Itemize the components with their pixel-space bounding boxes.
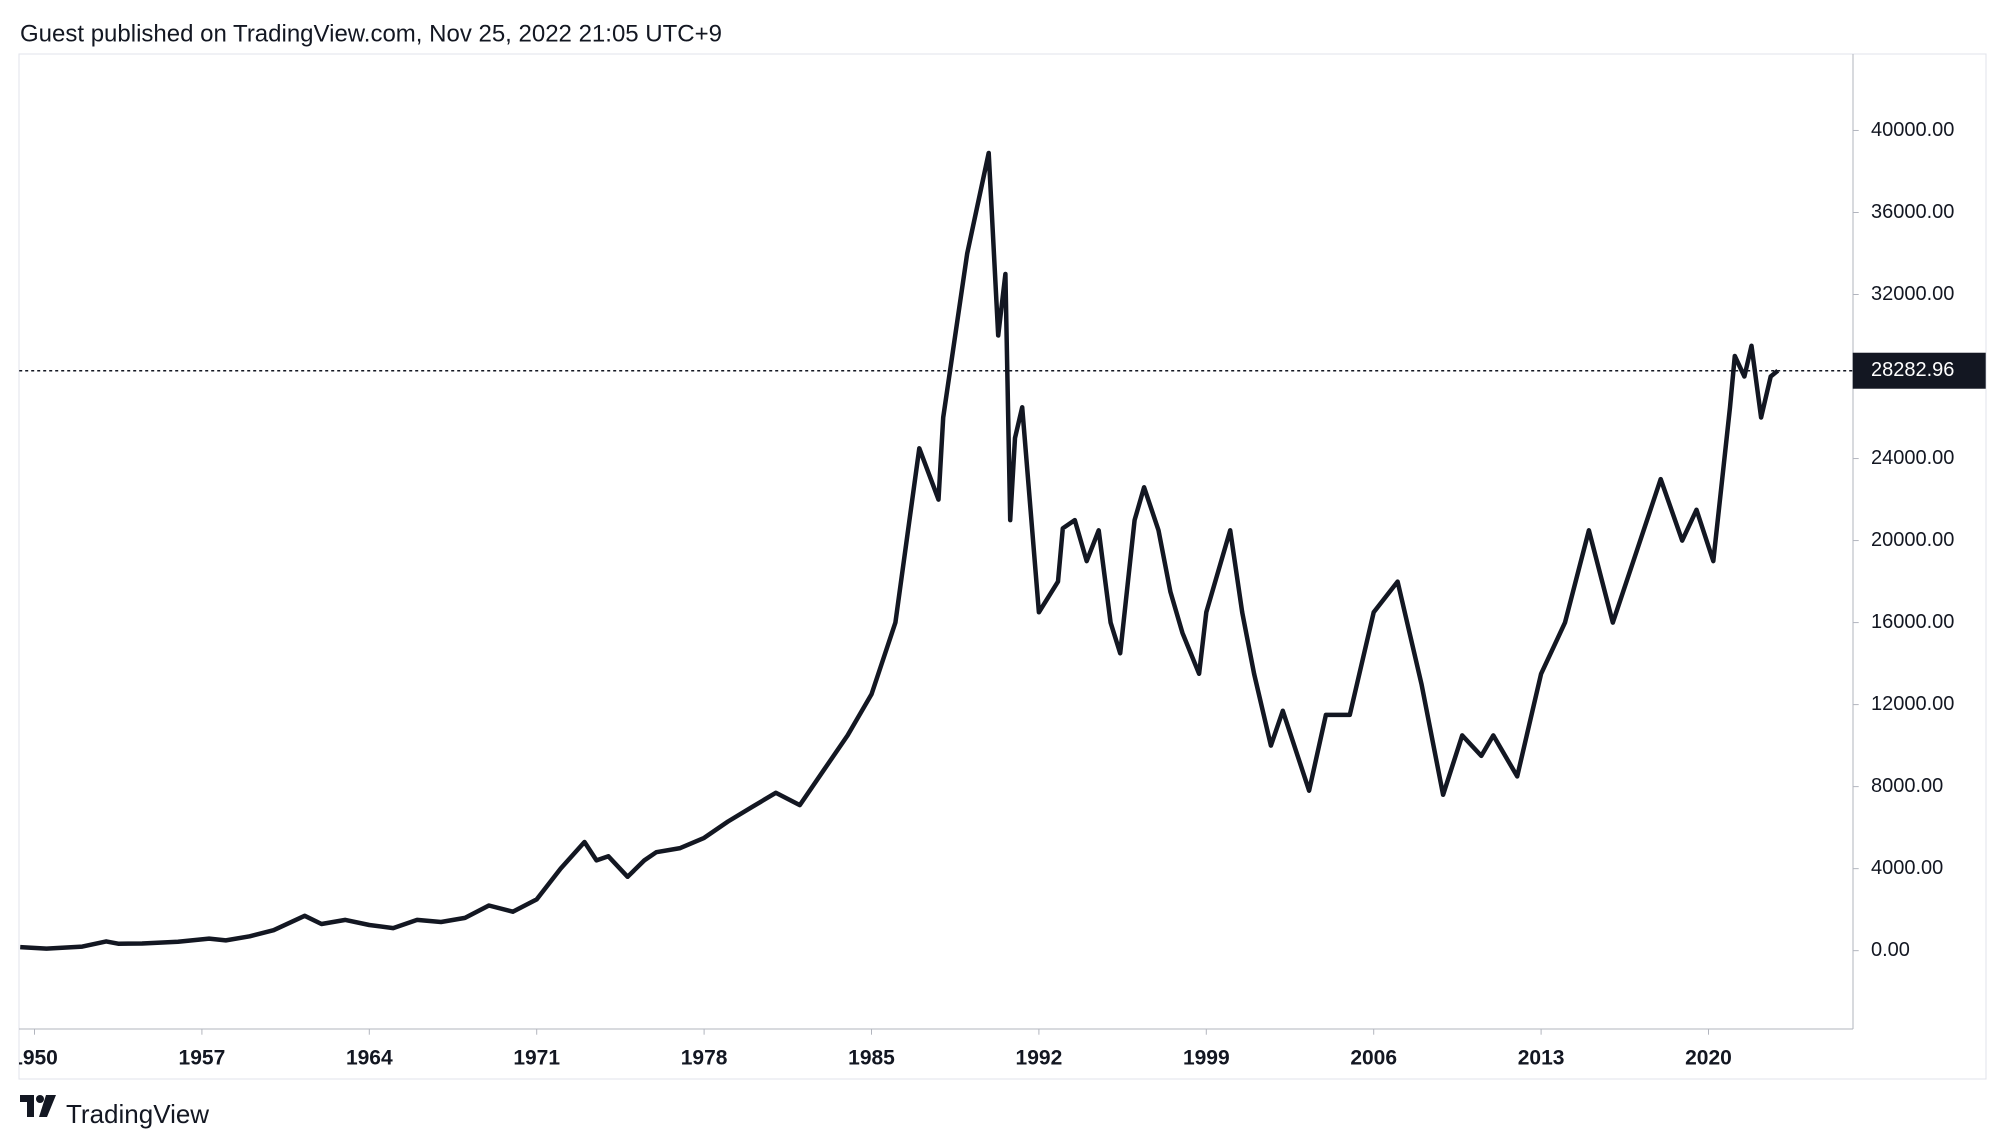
logo: [20, 1095, 56, 1117]
header: Guest published on TradingView.com, Nov …: [20, 20, 722, 47]
x-tick-label: 1985: [848, 1047, 895, 1070]
x-tick-label: 1971: [513, 1047, 560, 1070]
x-tick-label: 1950: [11, 1047, 58, 1070]
y-tick-label: 20000.00: [1871, 529, 1954, 551]
footer: TradingView: [66, 1099, 209, 1129]
frame: [18, 53, 1987, 1080]
last-price-label: 28282.96: [1871, 359, 1954, 381]
y-tick-label: 16000.00: [1871, 611, 1954, 633]
y-tick-label: 12000.00: [1871, 693, 1954, 715]
y-tick-label: 8000.00: [1871, 775, 1943, 797]
x-tick-label: 1957: [179, 1047, 226, 1070]
x-tick-label: 2020: [1685, 1047, 1732, 1070]
price-line: [20, 150, 1780, 951]
x-tick-label: 2013: [1518, 1047, 1565, 1070]
x-tick-label: 1964: [346, 1047, 393, 1070]
y-tick-label: 40000.00: [1871, 119, 1954, 141]
x-tick-label: 1992: [1016, 1047, 1063, 1070]
y-tick-label: 0.00: [1871, 939, 1910, 961]
y-tick-label: 36000.00: [1871, 201, 1954, 223]
y-tick-label: 4000.00: [1871, 857, 1943, 879]
y-tick-label: 32000.00: [1871, 283, 1954, 305]
x-tick-label: 2006: [1350, 1047, 1397, 1070]
x-tick-label: 1999: [1183, 1047, 1230, 1070]
last-price-box: [1852, 352, 1986, 389]
y-tick-label: 24000.00: [1871, 447, 1954, 469]
x-tick-label: 1978: [681, 1047, 728, 1070]
